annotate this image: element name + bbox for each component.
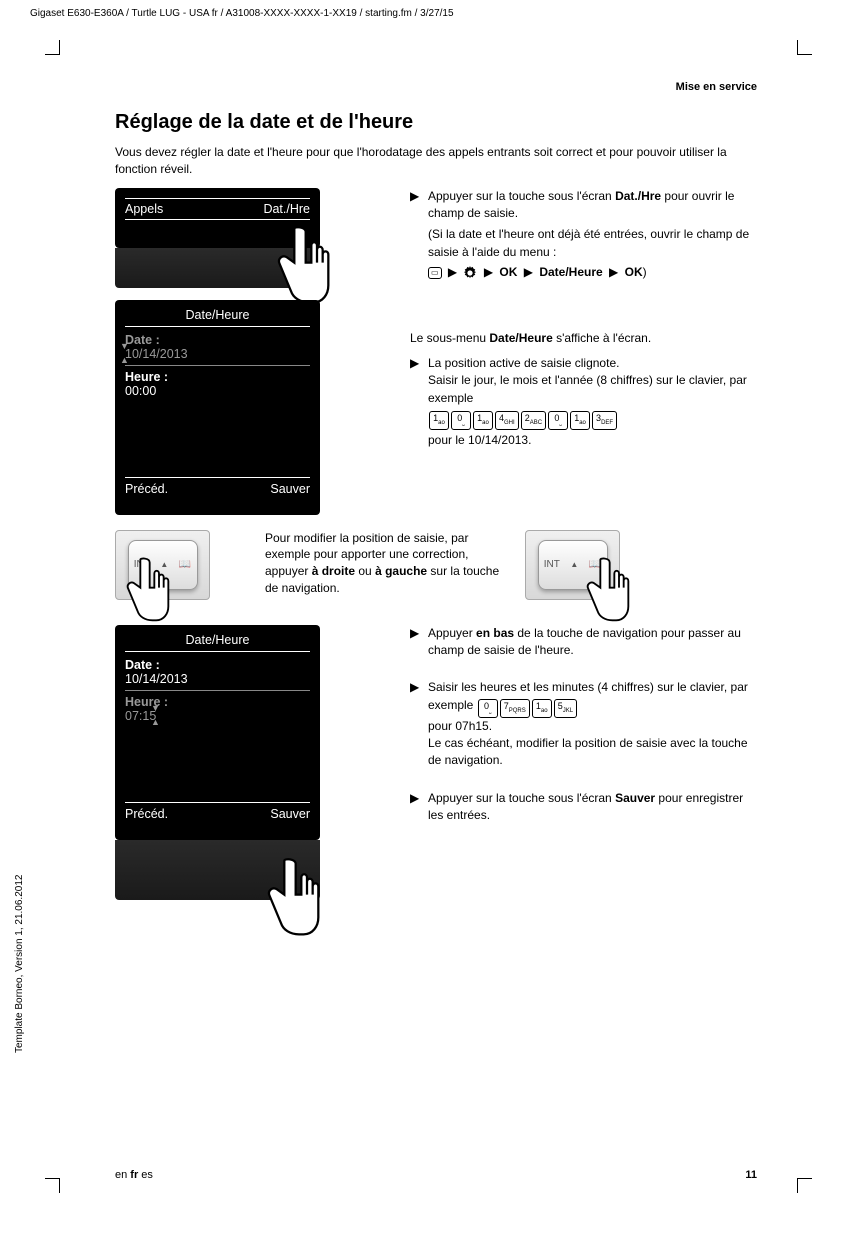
step-text: Appuyer sur la touche sous l'écran Dat./… [428, 188, 757, 282]
softkey-left: Appels [125, 202, 163, 216]
time-label: Heure : [125, 370, 310, 384]
mid-instruction: Pour modifier la position de saisie, par… [245, 530, 525, 597]
hand-pointer-icon [575, 555, 635, 625]
phone-screen-date: Date/Heure Date : ▼ 10/14/2013 ▲ Heure :… [115, 300, 320, 515]
step-text: Appuyer en bas de la touche de navigatio… [428, 625, 757, 660]
date-label: Date : [125, 658, 310, 672]
bullet-arrow-icon: ▶ [410, 625, 428, 660]
keypad-key: 0⎵ [451, 411, 471, 430]
bullet-arrow-icon: ▶ [410, 355, 428, 449]
step-intro: Le sous-menu Date/Heure s'affiche à l'éc… [410, 330, 757, 347]
keypad-key: 3DEF [592, 411, 617, 430]
keypad-key: 2ABC [521, 411, 546, 430]
step-text: La position active de saisie clignote. S… [428, 355, 757, 449]
keypad-key: 0⎵ [478, 699, 498, 718]
keypad-key: 5JKL [554, 699, 577, 718]
time-value: 07:15 ▼ ▲ [125, 709, 310, 725]
side-template-label: Template Borneo, Version 1, 21.06.2012 [14, 875, 25, 1053]
keypad-key: 0⎵ [548, 411, 568, 430]
menu-key-icon: ▭ [428, 267, 442, 279]
bullet-arrow-icon: ▶ [410, 188, 428, 282]
crop-mark [797, 40, 812, 55]
intro-text: Vous devez régler la date et l'heure pou… [115, 144, 757, 178]
keypad-key: 1ao [570, 411, 590, 430]
time-value: 00:00 [125, 384, 310, 400]
phone-screen-time: Date/Heure Date : 10/14/2013 Heure : 07:… [115, 625, 320, 840]
step-text: Appuyer sur la touche sous l'écran Sauve… [428, 790, 757, 825]
screen-title: Date/Heure [125, 633, 310, 652]
breadcrumb: Mise en service [115, 81, 757, 93]
keypad-key: 7PQRS [500, 699, 530, 718]
crop-mark [45, 1178, 60, 1193]
softkey-right: Sauver [270, 482, 310, 496]
keypad-key: 1ao [473, 411, 493, 430]
page-number: 11 [745, 1169, 757, 1181]
softkey-left: Précéd. [125, 807, 168, 821]
keypad-key: 1ao [429, 411, 449, 430]
crop-mark [45, 40, 60, 55]
page-title: Réglage de la date et de l'heure [115, 111, 757, 134]
bullet-arrow-icon: ▶ [410, 679, 428, 769]
doc-header: Gigaset E630-E360A / Turtle LUG - USA fr… [0, 0, 857, 21]
hand-pointer-icon [265, 223, 335, 308]
date-label: Date : [125, 333, 310, 347]
hand-pointer-icon [255, 855, 325, 940]
step-text: Saisir les heures et les minutes (4 chif… [428, 679, 757, 769]
bullet-arrow-icon: ▶ [410, 790, 428, 825]
footer-lang: en fr es [115, 1169, 153, 1181]
softkey-left: Précéd. [125, 482, 168, 496]
softkey-right: Sauver [270, 807, 310, 821]
date-value: ▼ 10/14/2013 ▲ [125, 347, 310, 363]
softkey-right: Dat./Hre [263, 202, 310, 216]
hand-pointer-icon [115, 555, 175, 625]
gear-icon [463, 266, 477, 280]
keypad-key: 1ao [532, 699, 552, 718]
date-value: 10/14/2013 [125, 672, 310, 688]
keypad-key: 4GHI [495, 411, 519, 430]
screen-title: Date/Heure [125, 308, 310, 327]
crop-mark [797, 1178, 812, 1193]
